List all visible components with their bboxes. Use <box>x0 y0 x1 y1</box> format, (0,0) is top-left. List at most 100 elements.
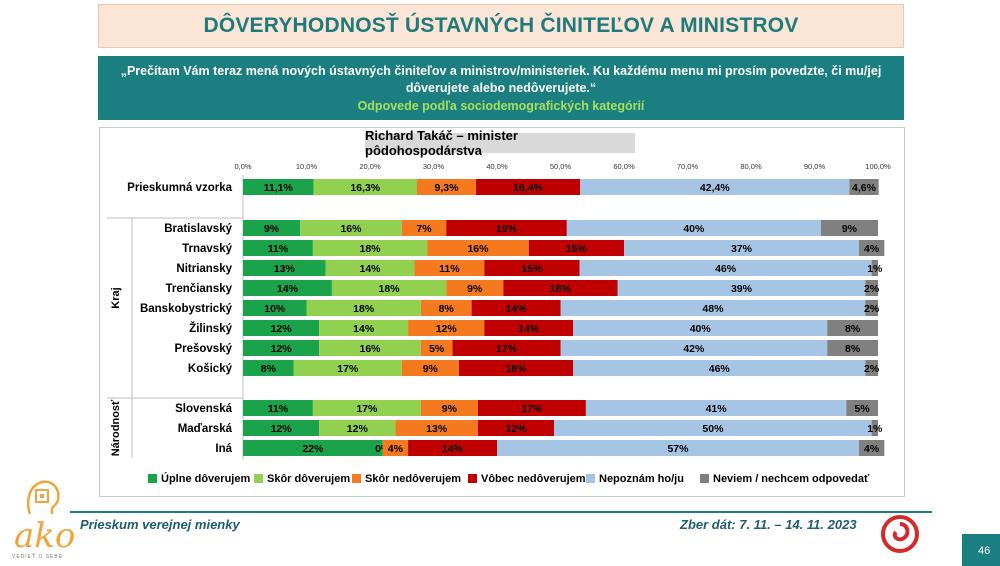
bar-data-label: 17% <box>337 363 359 375</box>
bar-segment <box>243 300 307 316</box>
row-category-label: Nitriansky <box>176 263 232 275</box>
x-tick-label: 70,0% <box>677 162 699 171</box>
question-text: „Prečítam Vám teraz mená nových ústavnýc… <box>120 64 882 95</box>
bar-data-label: 8% <box>845 343 861 355</box>
bar-segment <box>579 260 872 276</box>
question-box: „Prečítam Vám teraz mená nových ústavnýc… <box>98 56 904 120</box>
bar-data-label: 4% <box>864 443 880 455</box>
bar-segment <box>414 260 485 276</box>
bar-segment <box>306 300 421 316</box>
bar-segment <box>827 340 878 356</box>
bar-segment <box>243 220 301 236</box>
bar-segment <box>585 400 847 416</box>
bar-segment <box>427 240 529 256</box>
legend-label: Skôr dôverujem <box>267 473 350 485</box>
bar-data-label: 15% <box>521 263 543 275</box>
legend-label: Úplne dôverujem <box>161 472 250 485</box>
bar-segment <box>243 360 294 376</box>
bar-data-label: 39% <box>731 283 753 295</box>
bar-segment <box>858 440 885 456</box>
bar-data-label: 42% <box>683 343 705 355</box>
bar-segment <box>243 280 332 296</box>
bar-data-label: 7% <box>416 223 432 235</box>
bar-segment <box>846 400 878 416</box>
bar-segment <box>573 360 866 376</box>
bar-segment <box>312 240 428 256</box>
bar-data-label: 40% <box>683 223 705 235</box>
bar-data-label: 11% <box>268 243 289 255</box>
bar-data-label: 9% <box>467 283 483 295</box>
bar-data-label: 1% <box>867 263 883 275</box>
legend-label: Skôr nedôverujem <box>365 473 461 485</box>
bar-segment <box>566 220 821 236</box>
bar-data-label: 17% <box>521 403 543 415</box>
bar-data-label: 18% <box>550 283 572 295</box>
bar-segment <box>573 320 828 336</box>
bar-data-label: 14% <box>518 323 540 335</box>
bar-data-label: 19% <box>496 223 518 235</box>
bar-data-label: 22% <box>302 443 324 455</box>
bar-segment <box>312 400 421 416</box>
bar-segment <box>446 220 567 236</box>
page-number: 46 <box>978 545 991 557</box>
bar-data-label: 9% <box>442 403 458 415</box>
bar-segment <box>446 280 504 296</box>
bar-segment <box>484 260 580 276</box>
bar-segment <box>408 440 497 456</box>
row-category-label: Iná <box>215 443 232 455</box>
bar-segment <box>401 360 459 376</box>
x-tick-label: 10,0% <box>296 162 318 171</box>
bar-segment <box>331 280 447 296</box>
bar-data-label: 16% <box>467 243 489 255</box>
bar-data-label: 10% <box>264 303 286 315</box>
bar-data-label: 4% <box>388 443 404 455</box>
bar-data-label: 17% <box>496 343 518 355</box>
row-category-label: Prešovský <box>174 343 232 355</box>
bar-data-label: 48% <box>702 303 724 315</box>
ako-logo: ako VEDIEŤ O SEBE <box>8 478 78 562</box>
x-tick-label: 30,0% <box>423 162 445 171</box>
bar-data-label: 4,6% <box>852 182 877 194</box>
bar-segment <box>849 179 879 195</box>
bar-segment <box>243 440 383 456</box>
ako-logo-text: ako <box>14 516 76 556</box>
x-tick-label: 0,0% <box>234 162 251 171</box>
bar-data-label: 50% <box>702 423 724 435</box>
bar-data-label: 8% <box>261 363 277 375</box>
bar-segment <box>243 420 320 436</box>
bar-segment <box>313 179 417 195</box>
row-category-label: Trenčiansky <box>166 283 233 295</box>
row-category-label: Košický <box>188 363 233 375</box>
bar-data-label: 11% <box>439 263 460 275</box>
partner-spiral-icon <box>881 515 919 553</box>
bar-data-label: 37% <box>731 243 753 255</box>
bar-segment <box>617 280 866 296</box>
bar-segment <box>865 280 878 296</box>
bar-data-label: 16% <box>340 223 362 235</box>
bar-segment <box>325 260 415 276</box>
bar-segment <box>477 420 555 436</box>
page-number-badge <box>962 534 1000 566</box>
bar-segment <box>580 179 850 195</box>
bar-segment <box>560 300 866 316</box>
bar-data-label: 15% <box>566 243 588 255</box>
legend-label: Neviem / nechcem odpovedať <box>713 473 870 485</box>
bar-data-label: 9% <box>423 363 439 375</box>
bar-data-label: 14% <box>506 303 528 315</box>
bar-segment <box>319 340 421 356</box>
bar-segment <box>408 320 485 336</box>
bar-data-label: 4% <box>864 243 880 255</box>
bar-segment <box>319 420 396 436</box>
bar-data-label: 17% <box>356 403 378 415</box>
bar-segment <box>484 320 574 336</box>
row-category-label: Prieskumná vzorka <box>127 182 232 194</box>
legend-label: Vôbec nedôverujem <box>481 473 586 485</box>
bar-data-label: 40% <box>690 323 712 335</box>
bar-data-label: 14% <box>359 263 381 275</box>
group-label: Národnosť <box>110 399 122 456</box>
bar-segment <box>865 360 878 376</box>
bar-data-label: 11% <box>268 403 289 415</box>
bar-data-label: 12% <box>436 323 458 335</box>
bar-segment <box>624 240 859 256</box>
